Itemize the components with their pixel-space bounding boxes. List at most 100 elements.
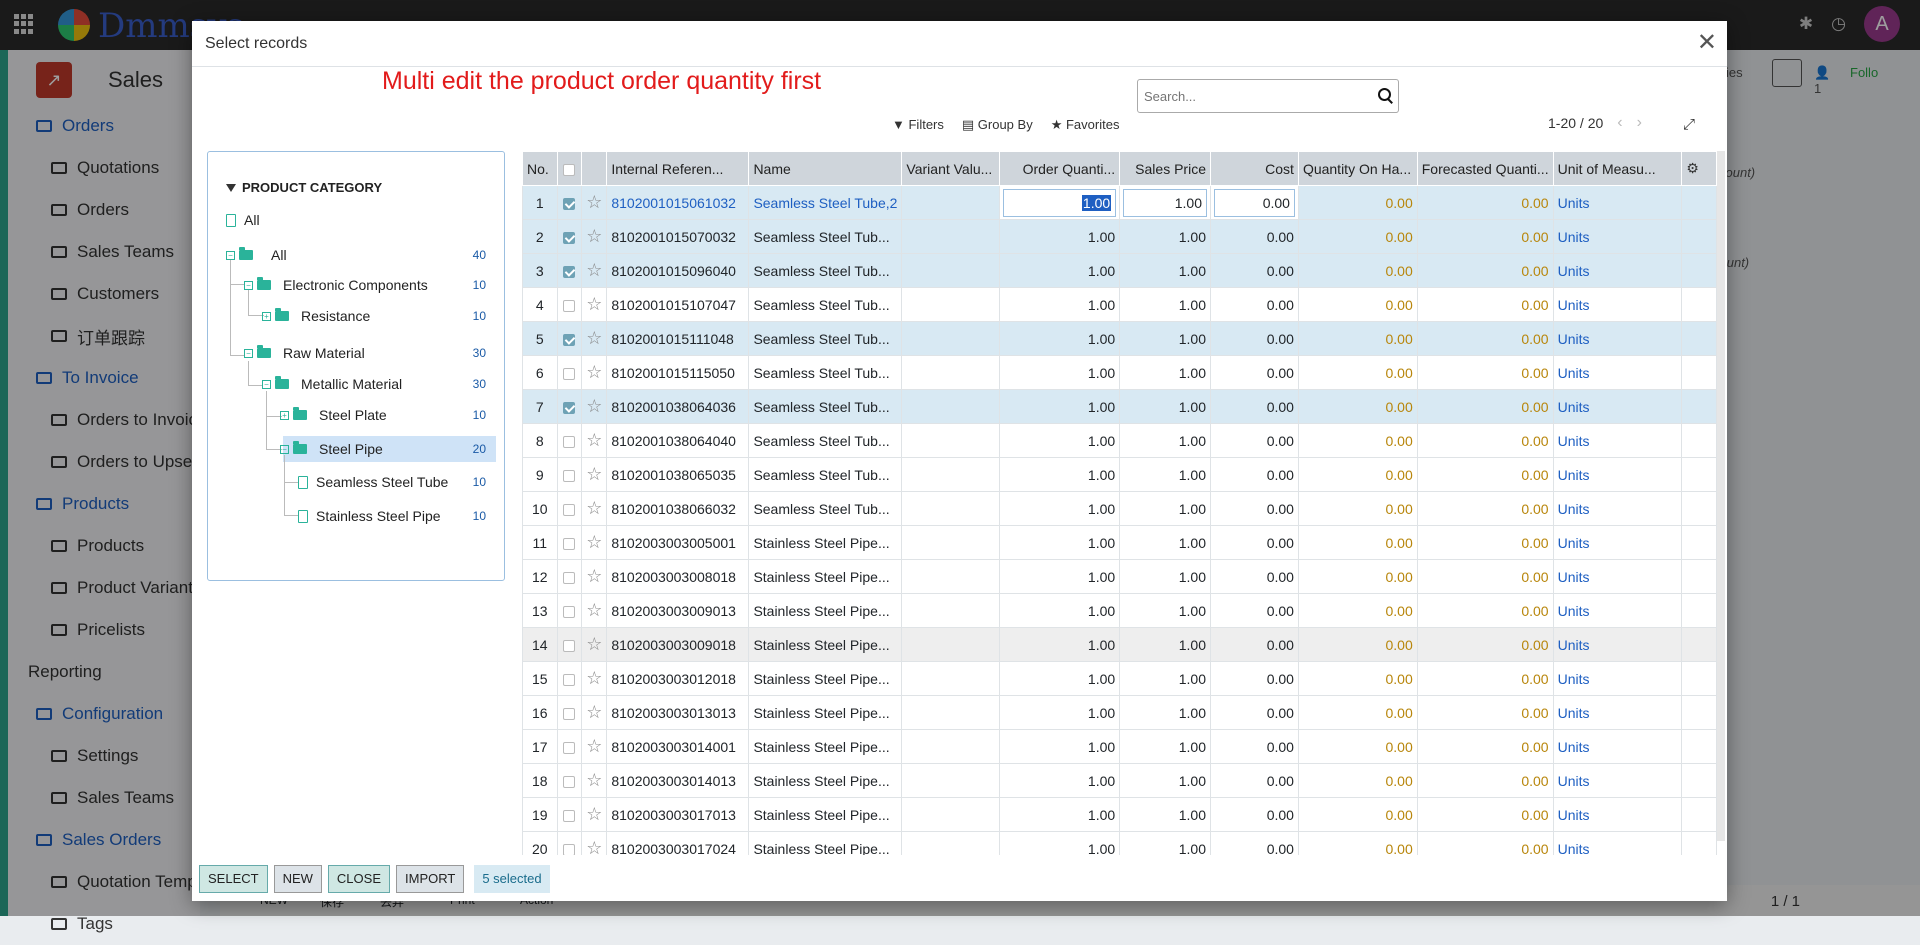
checkbox[interactable] <box>563 333 576 346</box>
checkbox[interactable] <box>563 707 576 720</box>
row-checkbox[interactable] <box>556 525 583 560</box>
star-icon[interactable]: ☆ <box>586 226 603 246</box>
internal-reference-cell[interactable]: 8102003003012018 <box>606 661 750 696</box>
cost-cell[interactable]: 0.00 <box>1209 593 1299 628</box>
star-icon[interactable]: ☆ <box>586 430 603 450</box>
checkbox[interactable] <box>563 231 576 244</box>
internal-reference-cell[interactable]: 8102001038066032 <box>606 491 750 526</box>
star-icon[interactable]: ☆ <box>581 831 608 855</box>
table-row[interactable]: 15 ☆ 8102003003012018 Stainless Steel Pipe.… <box>522 661 1717 696</box>
variant-values-cell[interactable] <box>901 389 1001 424</box>
internal-reference-cell[interactable]: 8102001015107047 <box>606 287 750 322</box>
row-checkbox[interactable] <box>556 729 583 764</box>
close-icon[interactable]: ✕ <box>1696 29 1717 56</box>
internal-reference-cell[interactable]: 8102001038064036 <box>606 389 750 424</box>
checkbox[interactable] <box>563 469 576 482</box>
unit-of-measure-cell[interactable]: Units <box>1552 831 1683 855</box>
cost-cell[interactable]: 0.00 <box>1209 525 1299 560</box>
sidebar-item[interactable]: Orders <box>26 189 216 231</box>
name-cell[interactable]: Stainless Steel Pipe... <box>748 831 903 855</box>
col-no[interactable]: No. <box>522 151 558 186</box>
table-scrollbar[interactable] <box>1717 151 1725 841</box>
name-cell[interactable]: Stainless Steel Pipe... <box>748 763 903 798</box>
checkbox[interactable] <box>563 775 576 788</box>
attachment-button[interactable] <box>1772 59 1802 87</box>
col-name[interactable]: Name <box>748 151 903 186</box>
sidebar-item[interactable]: Orders to Upsel <box>26 441 216 483</box>
pager-value[interactable]: 1-20 / 20 <box>1548 115 1604 131</box>
sidebar-item[interactable]: Sales Teams <box>26 777 216 819</box>
sales-price-cell[interactable]: 1.00 <box>1119 457 1211 492</box>
name-cell[interactable]: Seamless Steel Tub... <box>748 389 903 424</box>
name-cell[interactable]: Seamless Steel Tub... <box>748 355 903 390</box>
checkbox[interactable] <box>563 741 576 754</box>
col-cost[interactable]: Cost <box>1209 151 1299 186</box>
import-button[interactable]: IMPORT <box>396 864 465 893</box>
name-cell[interactable]: Seamless Steel Tube,2 <box>748 185 903 220</box>
table-row[interactable]: 6 ☆ 8102001015115050 Seamless Steel Tub... 1… <box>522 355 1717 390</box>
checkbox[interactable] <box>563 197 576 210</box>
star-icon[interactable]: ☆ <box>586 770 603 790</box>
order-quantity-cell[interactable]: 1.00 <box>999 491 1121 526</box>
star-icon[interactable]: ☆ <box>581 355 608 390</box>
sales-price-cell[interactable]: 1.00 <box>1119 185 1211 220</box>
order-quantity-cell[interactable]: 1.00 <box>999 525 1121 560</box>
sales-price-cell[interactable]: 1.00 <box>1119 763 1211 798</box>
star-icon[interactable]: ☆ <box>586 668 603 688</box>
order-quantity-cell[interactable]: 1.00 <box>999 355 1121 390</box>
row-checkbox[interactable] <box>556 491 583 526</box>
sales-price-cell[interactable]: 1.00 <box>1119 627 1211 662</box>
collapse-icon[interactable]: − <box>226 250 235 260</box>
table-row[interactable]: 7 ☆ 8102001038064036 Seamless Steel Tub... 1… <box>522 389 1717 424</box>
cost-cell[interactable]: 0.00 <box>1209 559 1299 594</box>
star-icon[interactable]: ☆ <box>586 464 603 484</box>
category-node-steel-pipe[interactable]: − Steel Pipe <box>280 437 383 461</box>
apps-menu-icon[interactable] <box>14 14 34 34</box>
cost-cell[interactable]: 0.00 <box>1209 627 1299 662</box>
unit-of-measure-cell[interactable]: Units <box>1552 321 1683 356</box>
search-icon[interactable] <box>1378 88 1392 102</box>
star-icon[interactable]: ☆ <box>586 804 603 824</box>
star-icon[interactable]: ☆ <box>581 661 608 696</box>
col-internal-reference[interactable]: Internal Referen... <box>606 151 750 186</box>
cost-cell[interactable]: 0.00 <box>1209 491 1299 526</box>
internal-reference-cell[interactable]: 8102003003009013 <box>606 593 750 628</box>
row-checkbox[interactable] <box>556 695 583 730</box>
row-checkbox[interactable] <box>556 253 583 288</box>
order-quantity-cell[interactable]: 1.00 <box>999 593 1121 628</box>
row-checkbox[interactable] <box>556 593 583 628</box>
star-icon[interactable]: ☆ <box>581 185 608 220</box>
sidebar-item[interactable]: Pricelists <box>26 609 216 651</box>
unit-of-measure-cell[interactable]: Units <box>1552 763 1683 798</box>
sales-price-cell[interactable]: 1.00 <box>1119 797 1211 832</box>
name-cell[interactable]: Seamless Steel Tub... <box>748 253 903 288</box>
checkbox[interactable] <box>563 605 576 618</box>
bug-icon[interactable]: ✱ <box>1798 14 1814 33</box>
cost-cell[interactable]: 0.00 <box>1209 355 1299 390</box>
sidebar-item[interactable]: Sales Orders <box>26 819 216 861</box>
row-checkbox[interactable] <box>556 797 583 832</box>
star-icon[interactable]: ☆ <box>586 532 603 552</box>
star-icon[interactable]: ☆ <box>581 763 608 798</box>
chevron-right-icon[interactable]: › <box>1636 114 1642 131</box>
unit-of-measure-cell[interactable]: Units <box>1552 559 1683 594</box>
star-icon[interactable]: ☆ <box>581 287 608 322</box>
chevron-left-icon[interactable]: ‹ <box>1617 114 1623 131</box>
star-icon[interactable]: ☆ <box>581 423 608 458</box>
order-quantity-cell[interactable]: 1.00 <box>999 423 1121 458</box>
internal-reference-cell[interactable]: 8102003003017024 <box>606 831 750 855</box>
avatar[interactable]: A <box>1864 6 1900 42</box>
star-icon[interactable]: ☆ <box>581 797 608 832</box>
order-quantity-cell[interactable]: 1.00 <box>999 219 1121 254</box>
row-checkbox[interactable] <box>556 389 583 424</box>
table-row[interactable]: 14 ☆ 8102003003009018 Stainless Steel Pipe.… <box>522 627 1717 662</box>
variant-values-cell[interactable] <box>901 287 1001 322</box>
name-cell[interactable]: Stainless Steel Pipe... <box>748 559 903 594</box>
sales-price-cell[interactable]: 1.00 <box>1119 831 1211 855</box>
unit-of-measure-cell[interactable]: Units <box>1552 593 1683 628</box>
sales-price-cell[interactable]: 1.00 <box>1119 219 1211 254</box>
internal-reference-cell[interactable]: 8102003003009018 <box>606 627 750 662</box>
sidebar-item[interactable]: Products <box>26 483 216 525</box>
sidebar-item[interactable]: Quotations <box>26 147 216 189</box>
checkbox[interactable] <box>563 265 576 278</box>
